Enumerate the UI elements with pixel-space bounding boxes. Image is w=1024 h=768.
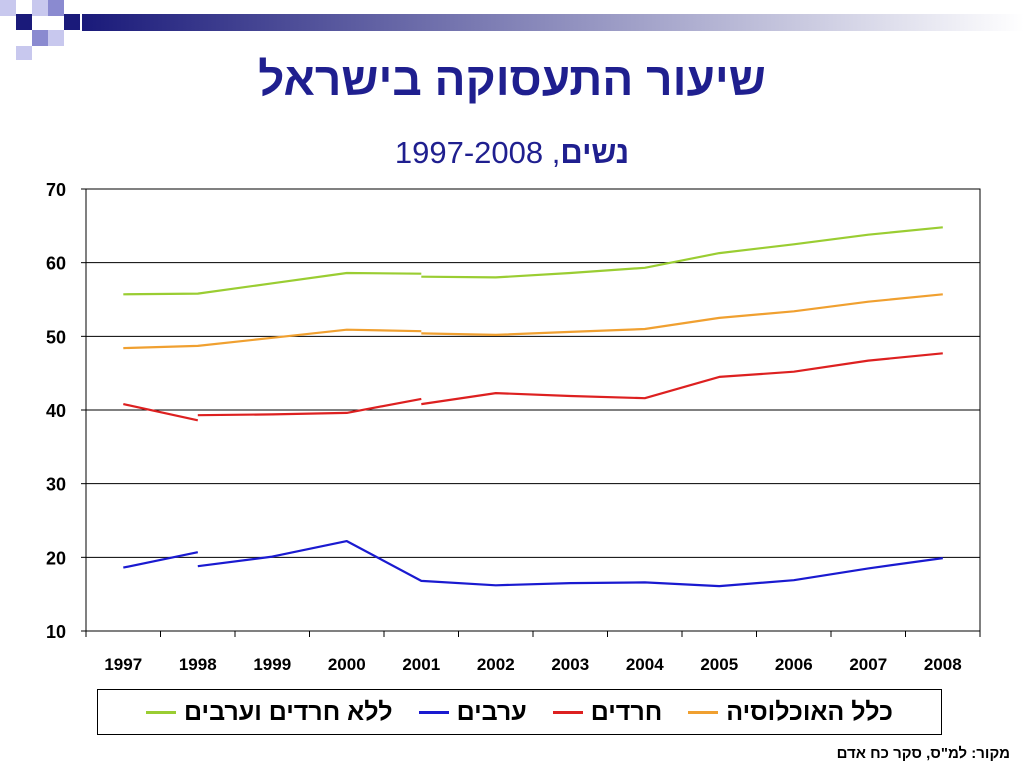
series-line [421,293,943,336]
legend-item: כלל האוכלוסיה [688,698,893,727]
series-line [421,352,943,406]
y-tick-label: 60 [46,254,66,274]
x-tick-label: 2000 [328,655,366,674]
legend-item: חרדים [552,697,663,727]
deco-square [0,0,16,16]
source-note: מקור: למ"ס, סקר כח אדם [836,745,1010,762]
subtitle-separator: , [551,135,561,170]
y-tick-label: 10 [46,622,66,642]
employment-line-chart: 10 20 30 40 50 60 70 1997 1998 1999 2000 2001 2002 20… [46,180,981,674]
series-line [197,540,943,588]
legend-label: חרדים [590,697,663,726]
x-tick-label: 1997 [104,655,142,674]
y-tick-label: 70 [46,180,66,200]
x-tick-label: 2008 [924,655,962,674]
x-tick-label: 1998 [179,655,217,674]
legend-swatch [418,710,449,714]
legend-swatch [688,710,719,714]
legend-label: ללא חרדים וערבים [184,697,393,726]
legend-item: ערבים [418,697,527,727]
x-tick-label: 2004 [626,655,664,674]
deco-square [32,0,48,16]
subtitle-group: נשים [560,135,630,170]
series-line [421,226,943,279]
deco-square [48,30,64,46]
legend-item: ללא חרדים וערבים [146,698,393,727]
y-tick-label: 30 [46,475,66,495]
deco-square [16,14,32,30]
y-tick-label: 20 [46,548,66,568]
y-tick-label: 50 [46,327,66,347]
legend-label: כלל האוכלוסיה [726,697,893,726]
page-subtitle: נשים, 1997-2008 [0,135,1024,171]
subtitle-years: 1997-2008 [394,135,544,170]
series-line [123,551,199,569]
header-decoration [0,0,1024,60]
series-line [123,403,199,422]
series-line [197,397,422,417]
x-tick-label: 1999 [253,655,291,674]
chart-legend: כלל האוכלוסיה חרדים ערבים ללא חרדים וערבים [97,689,942,735]
x-tick-label: 2006 [775,655,813,674]
series-line [123,328,422,350]
series-line [123,271,422,296]
deco-square [32,30,48,46]
x-tick-label: 2003 [551,655,589,674]
header-banner [82,14,1024,31]
x-tick-label: 2005 [700,655,738,674]
x-tick-label: 2007 [849,655,887,674]
deco-square [16,46,32,60]
legend-swatch [146,710,177,714]
deco-square [64,14,80,30]
legend-swatch [552,710,583,714]
page-title: שיעור התעסוקה בישראל [258,53,766,105]
deco-square [48,0,64,16]
legend-label: ערבים [456,697,527,726]
x-tick-label: 2001 [402,655,440,674]
x-tick-label: 2002 [477,655,515,674]
y-tick-label: 40 [46,401,66,421]
